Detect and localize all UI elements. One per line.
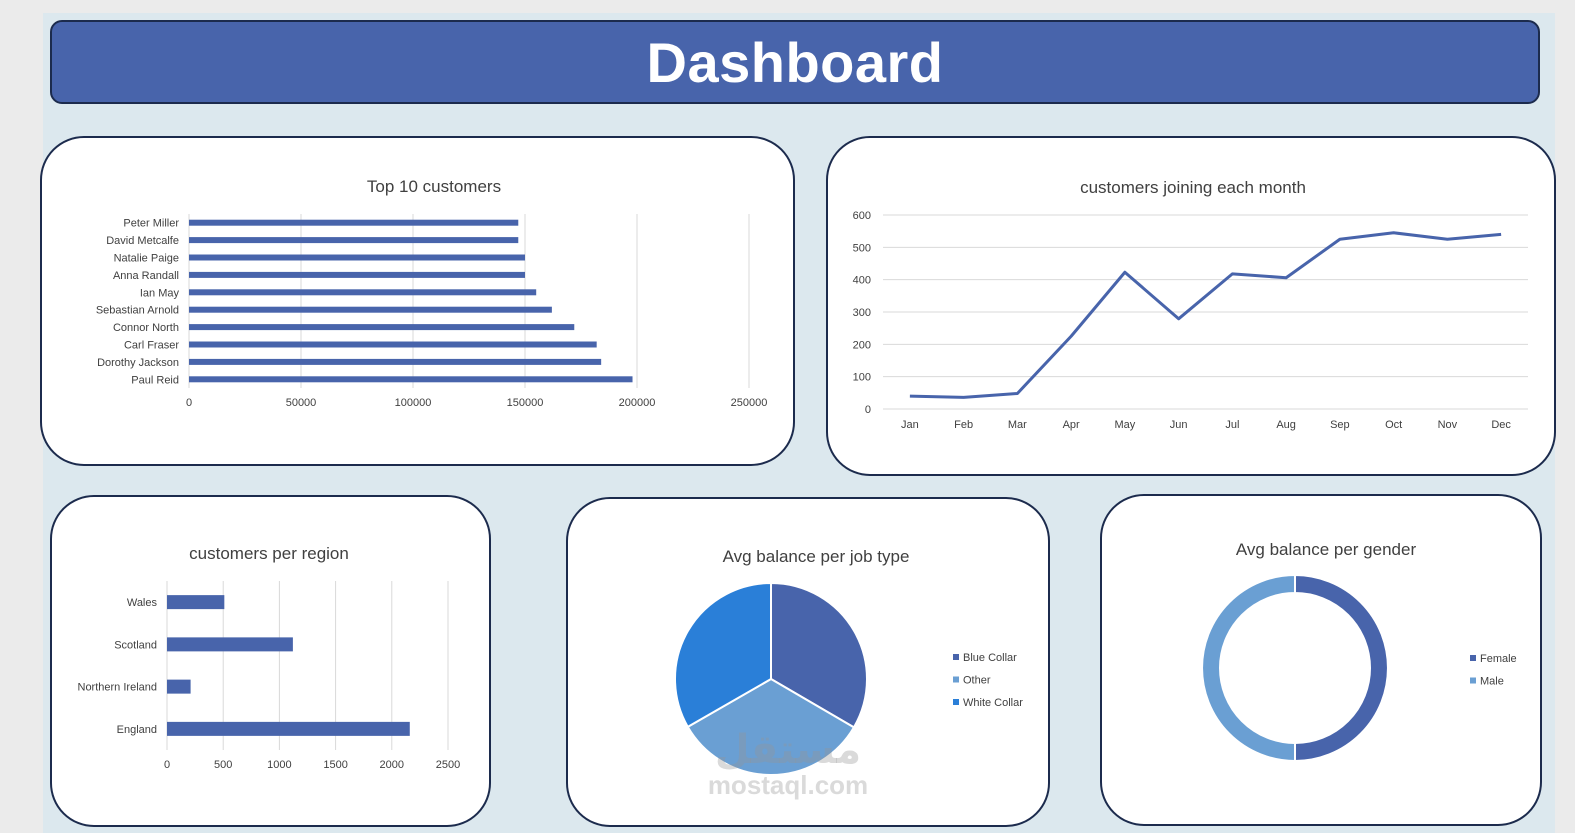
bar — [189, 271, 525, 278]
x-tick-label: 100000 — [395, 397, 432, 409]
legend-label: Blue Collar — [963, 652, 1017, 664]
bar — [167, 721, 410, 736]
bar — [189, 324, 575, 331]
x-tick-label: 1500 — [323, 759, 347, 771]
donut-slice — [1201, 573, 1296, 763]
jobtype-chart: Avg balance per job type Blue Collar Other… — [674, 547, 1023, 776]
jobtype-card: Avg balance per job type Blue Collar Other… — [566, 497, 1050, 827]
y-tick-label: 200 — [853, 339, 871, 351]
pie-slice — [770, 581, 868, 729]
monthly-joins-chart: customers joining each month 0 100 200 300 40… — [853, 178, 1528, 431]
bar — [189, 254, 525, 261]
bar — [167, 595, 225, 610]
category-label: Paul Reid — [131, 374, 179, 386]
category-label: Anna Randall — [113, 270, 179, 282]
y-tick-label: 500 — [853, 242, 871, 254]
dashboard-header: Dashboard — [50, 20, 1540, 104]
legend-label: Male — [1480, 676, 1504, 688]
chart-title: customers joining each month — [1080, 178, 1306, 197]
bar — [189, 289, 537, 296]
category-label: Natalie Paige — [114, 253, 179, 265]
legend-swatch — [953, 699, 959, 705]
bar — [189, 376, 633, 383]
bar — [189, 306, 552, 313]
y-tick-label: 100 — [853, 372, 871, 384]
x-tick-label: Feb — [954, 419, 973, 431]
pie-slice — [674, 581, 772, 729]
chart-title: Avg balance per job type — [723, 547, 910, 566]
gender-card: Avg balance per gender Female Male — [1100, 494, 1542, 826]
legend-swatch — [1470, 677, 1476, 684]
donut-slice — [1294, 573, 1389, 763]
x-tick-label: 50000 — [286, 397, 317, 409]
x-tick-label: Oct — [1385, 419, 1402, 431]
top10-customers-chart: Top 10 customers 0 50000 100000 150000 200000… — [96, 177, 768, 409]
category-label: Peter Miller — [123, 218, 179, 230]
monthly-joins-card: customers joining each month 0 100 200 300 40… — [826, 136, 1556, 476]
chart-title: customers per region — [189, 544, 349, 563]
y-tick-label: 300 — [853, 307, 871, 319]
page-title: Dashboard — [646, 30, 944, 94]
category-label: David Metcalfe — [106, 235, 179, 247]
legend-swatch — [953, 654, 959, 660]
y-tick-label: 0 — [865, 404, 871, 416]
category-label: Dorothy Jackson — [97, 357, 179, 369]
category-label: Sebastian Arnold — [96, 305, 179, 317]
x-tick-label: 0 — [186, 397, 192, 409]
chart-title: Avg balance per gender — [1236, 540, 1417, 559]
legend-label: Female — [1480, 653, 1517, 665]
bar — [189, 219, 519, 226]
bar — [167, 637, 293, 652]
category-label: England — [117, 724, 157, 736]
bar — [167, 679, 191, 694]
x-tick-label: Jan — [901, 419, 919, 431]
category-label: Connor North — [113, 322, 179, 334]
x-tick-label: Apr — [1063, 419, 1080, 431]
x-tick-label: 2000 — [380, 759, 404, 771]
x-tick-label: Mar — [1008, 419, 1027, 431]
x-tick-label: Sep — [1330, 419, 1350, 431]
x-tick-label: 1000 — [267, 759, 291, 771]
category-label: Northern Ireland — [78, 682, 158, 694]
region-chart: customers per region 0 500 1000 1500 2000 2500… — [78, 544, 461, 771]
bar — [189, 358, 602, 365]
legend-swatch — [1470, 655, 1476, 661]
category-label: Ian May — [140, 287, 180, 299]
bar — [189, 237, 519, 244]
category-label: Carl Fraser — [124, 340, 179, 352]
x-tick-label: 150000 — [507, 397, 544, 409]
y-tick-label: 400 — [853, 275, 871, 287]
x-tick-label: Jul — [1225, 419, 1239, 431]
x-tick-label: 2500 — [436, 759, 460, 771]
x-tick-label: Dec — [1491, 419, 1511, 431]
x-tick-label: Nov — [1438, 419, 1458, 431]
series-line — [909, 231, 1502, 399]
legend-swatch — [953, 676, 959, 683]
category-label: Wales — [127, 597, 158, 609]
region-card: customers per region 0 500 1000 1500 2000 2500… — [50, 495, 491, 827]
x-tick-label: Jun — [1170, 419, 1188, 431]
bar — [189, 341, 597, 348]
x-tick-label: 200000 — [619, 397, 656, 409]
x-tick-label: 250000 — [731, 397, 768, 409]
chart-title: Top 10 customers — [367, 177, 501, 196]
y-tick-label: 600 — [853, 210, 871, 222]
x-tick-label: 500 — [214, 759, 232, 771]
top10-customers-card: Top 10 customers 0 50000 100000 150000 200000… — [40, 136, 795, 466]
x-tick-label: Aug — [1276, 419, 1296, 431]
x-tick-label: May — [1114, 419, 1135, 431]
legend-label: White Collar — [963, 697, 1023, 709]
gender-chart: Avg balance per gender Female Male — [1201, 540, 1517, 763]
legend-label: Other — [963, 675, 991, 687]
x-tick-label: 0 — [164, 759, 170, 771]
category-label: Scotland — [114, 639, 157, 651]
